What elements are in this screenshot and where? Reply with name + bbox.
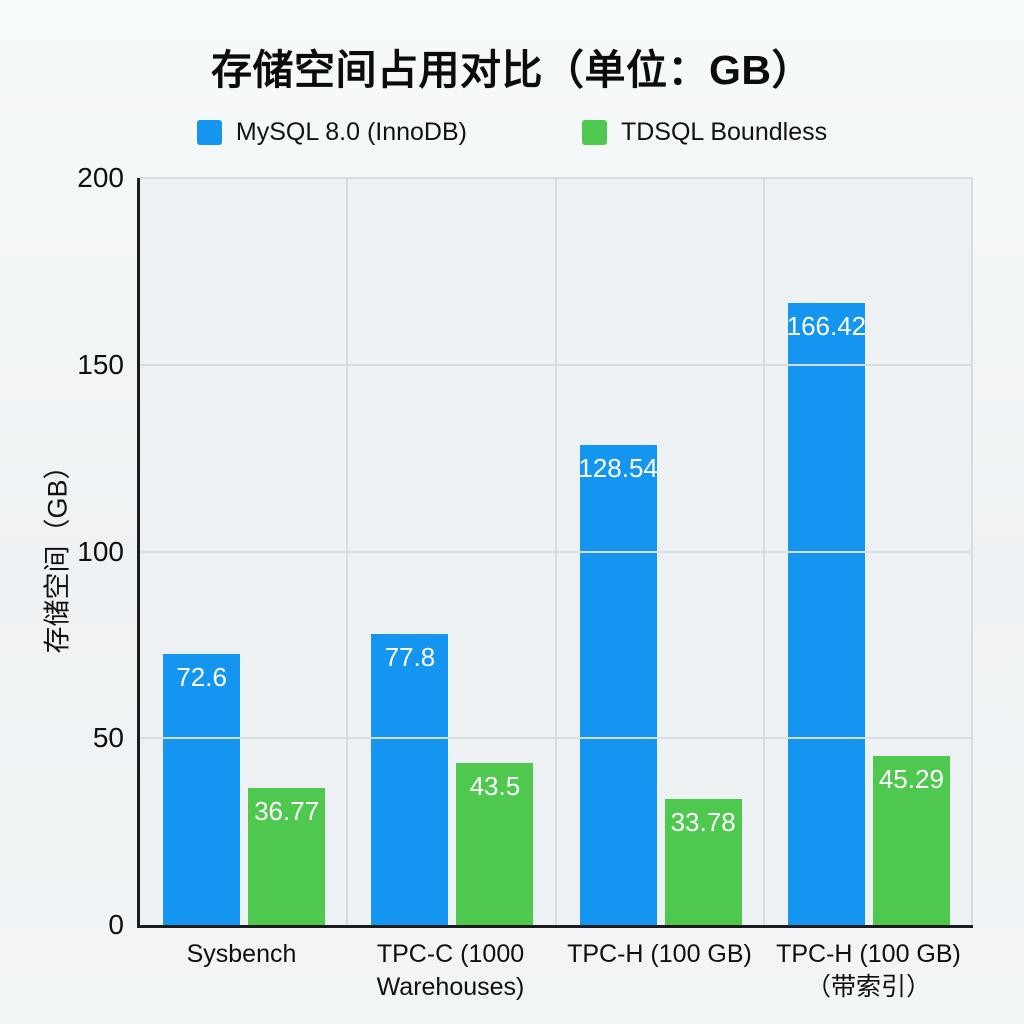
- y-tick-label-100: 100: [77, 535, 124, 567]
- bar-value-label: 166.42: [786, 311, 867, 342]
- bar-group-sysbench: 72.6 36.77: [140, 178, 348, 925]
- plot-area: 72.6 36.77 77.8 43.5 128.54 33.78 166.42 45.29 …: [77, 162, 973, 940]
- bar-group-tpc-h-100-gb: 128.54 33.78: [557, 178, 765, 925]
- bar-tdsql-boundless-tpc-h-100-gb: 33.78: [664, 798, 742, 925]
- y-tick-label-0: 0: [108, 909, 124, 940]
- h-gridline-50: [140, 737, 973, 740]
- legend: MySQL 8.0 (InnoDB) TDSQL Boundless: [0, 118, 1024, 147]
- y-axis-title: 存储空间（GB）: [42, 452, 73, 654]
- legend-label-mysql: MySQL 8.0 (InnoDB): [235, 118, 467, 146]
- legend-label-tdsql: TDSQL Boundless: [620, 118, 828, 146]
- bar-value-label: 33.78: [670, 806, 736, 837]
- h-gridline-100: [140, 550, 973, 553]
- bar-tdsql-boundless-tpc-c-1000-warehouses: 43.5: [456, 762, 534, 925]
- v-gridline: [762, 178, 765, 925]
- v-gridline: [971, 178, 973, 925]
- chart-title: 存储空间占用对比（单位：GB）: [211, 47, 813, 93]
- x-axis-label-tpc-h-100-gb: TPC-H (100 GB): [567, 940, 752, 968]
- bar-group-tpc-h-100-gb: 166.42 45.29: [765, 178, 973, 925]
- x-axis-label-sysbench: Sysbench: [186, 940, 297, 968]
- legend-item-mysql: MySQL 8.0 (InnoDB): [196, 118, 467, 147]
- v-gridline: [346, 178, 349, 925]
- bar-mysql-8-0-innodb-tpc-h-100-gb: 128.54: [578, 444, 658, 925]
- bar-value-label: 43.5: [469, 770, 521, 801]
- bar-value-label: 72.6: [176, 661, 227, 692]
- h-gridline-200: [140, 177, 973, 179]
- y-tick-label-150: 150: [77, 348, 124, 380]
- bar-group-tpc-c-1000-warehouses: 77.8 43.5: [348, 178, 556, 925]
- legend-swatch-mysql-icon: [196, 120, 222, 145]
- h-gridline-150: [140, 363, 973, 366]
- bar-tdsql-boundless-sysbench: 36.77: [248, 787, 326, 925]
- bar-groups: 72.6 36.77 77.8 43.5 128.54 33.78 166.42 45.29: [140, 178, 973, 925]
- bar-tdsql-boundless-tpc-h-100-gb: 45.29: [872, 755, 950, 925]
- bar-mysql-8-0-innodb-sysbench: 72.6: [163, 653, 241, 925]
- x-axis-label-tpc-h-100-gb: TPC-H (100 GB) （带索引）: [776, 940, 961, 1001]
- legend-swatch-tdsql-icon: [581, 120, 607, 145]
- v-gridline: [554, 178, 557, 925]
- y-tick-label-200: 200: [77, 162, 124, 193]
- bar-value-label: 45.29: [878, 763, 944, 794]
- legend-item-tdsql: TDSQL Boundless: [581, 118, 828, 147]
- bar-value-label: 77.8: [384, 642, 436, 673]
- x-axis-labels: Sysbench TPC-C (1000 Warehouses) TPC-H (10…: [137, 938, 973, 1003]
- bar-mysql-8-0-innodb-tpc-c-1000-warehouses: 77.8: [371, 634, 449, 925]
- bar-value-label: 128.54: [578, 452, 658, 483]
- bar-mysql-8-0-innodb-tpc-h-100-gb: 166.42: [786, 303, 867, 925]
- bar-value-label: 36.77: [254, 795, 320, 826]
- y-tick-label-50: 50: [92, 722, 124, 754]
- x-axis-label-tpc-c-1000-warehouses: TPC-C (1000 Warehouses): [376, 940, 525, 1001]
